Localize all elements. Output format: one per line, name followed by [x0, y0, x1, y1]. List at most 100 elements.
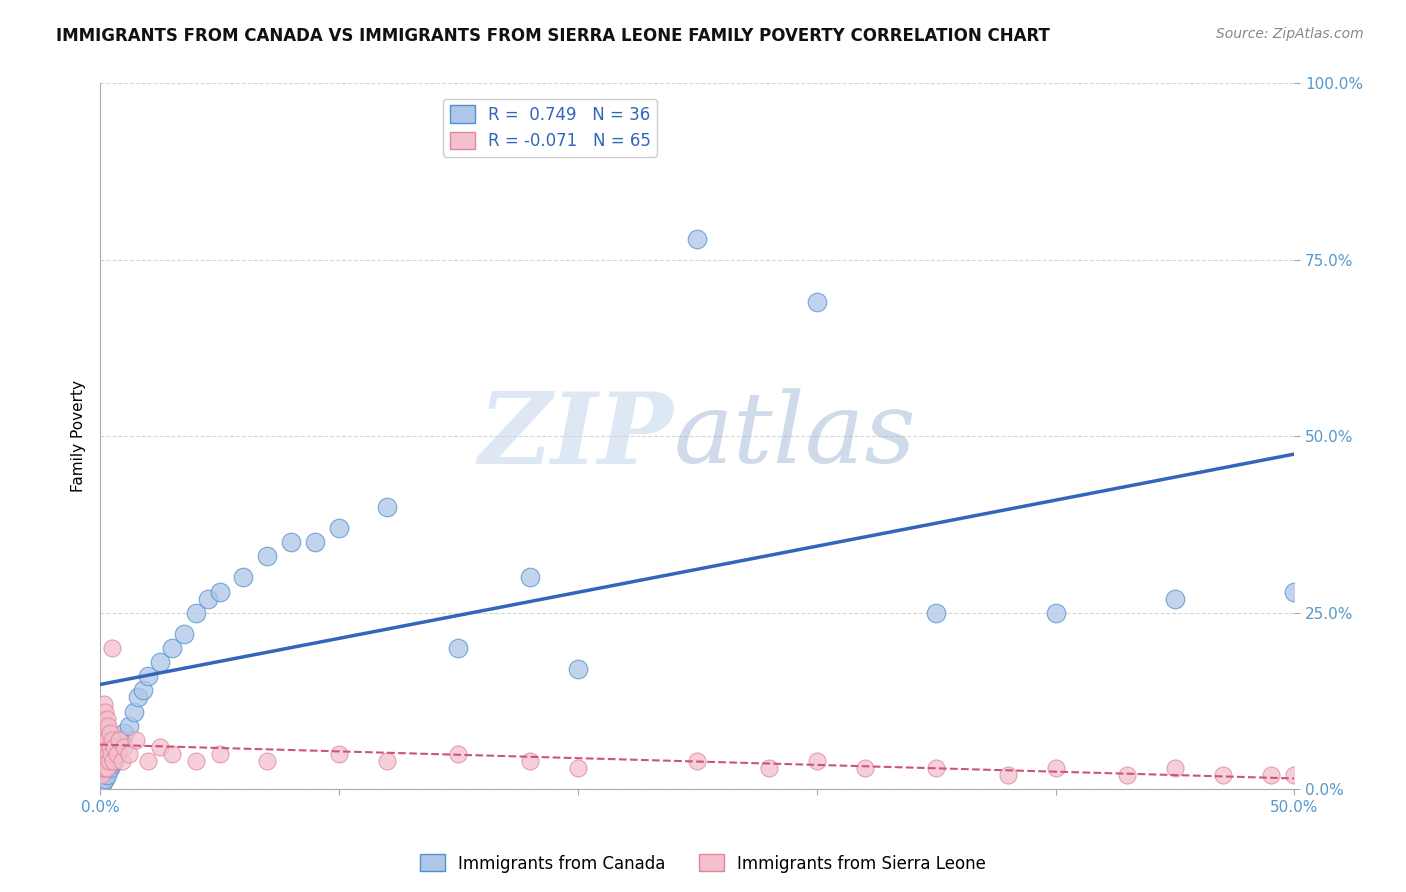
- Point: [98, 739, 121, 754]
- Point: [112, 739, 135, 754]
- Point: [91, 754, 114, 768]
- Point: [1260, 768, 1282, 782]
- Point: [94, 747, 117, 761]
- Point: [280, 535, 302, 549]
- Point: [184, 754, 207, 768]
- Point: [122, 705, 145, 719]
- Text: IMMIGRANTS FROM CANADA VS IMMIGRANTS FROM SIERRA LEONE FAMILY POVERTY CORRELATIO: IMMIGRANTS FROM CANADA VS IMMIGRANTS FRO…: [56, 27, 1050, 45]
- Point: [197, 591, 219, 606]
- Point: [375, 754, 398, 768]
- Point: [256, 549, 278, 564]
- Point: [173, 627, 195, 641]
- Text: atlas: atlas: [673, 389, 917, 484]
- Point: [806, 754, 828, 768]
- Point: [1045, 761, 1067, 775]
- Point: [94, 754, 117, 768]
- Point: [90, 761, 112, 775]
- Point: [96, 732, 118, 747]
- Point: [93, 732, 115, 747]
- Point: [1045, 606, 1067, 620]
- Point: [149, 739, 172, 754]
- Point: [105, 747, 128, 761]
- Point: [108, 732, 131, 747]
- Point: [91, 747, 114, 761]
- Point: [328, 521, 350, 535]
- Point: [256, 754, 278, 768]
- Point: [447, 640, 470, 655]
- Point: [98, 761, 121, 775]
- Point: [96, 739, 118, 754]
- Point: [98, 754, 121, 768]
- Point: [127, 690, 149, 705]
- Point: [93, 739, 115, 754]
- Point: [93, 698, 115, 712]
- Point: [149, 655, 172, 669]
- Point: [160, 747, 183, 761]
- Point: [90, 768, 112, 782]
- Point: [100, 747, 122, 761]
- Point: [94, 725, 117, 739]
- Point: [101, 640, 124, 655]
- Point: [96, 761, 118, 775]
- Point: [112, 725, 135, 739]
- Point: [111, 754, 134, 768]
- Point: [103, 754, 125, 768]
- Point: [686, 232, 709, 246]
- Point: [101, 732, 124, 747]
- Point: [519, 754, 541, 768]
- Point: [132, 683, 155, 698]
- Point: [208, 747, 231, 761]
- Point: [93, 725, 115, 739]
- Point: [567, 761, 589, 775]
- Point: [1164, 761, 1187, 775]
- Point: [125, 732, 148, 747]
- Point: [1116, 768, 1139, 782]
- Point: [160, 640, 183, 655]
- Point: [1284, 584, 1306, 599]
- Point: [98, 725, 121, 739]
- Point: [91, 775, 114, 789]
- Point: [91, 712, 114, 726]
- Point: [118, 747, 141, 761]
- Point: [375, 500, 398, 514]
- Text: Source: ZipAtlas.com: Source: ZipAtlas.com: [1216, 27, 1364, 41]
- Legend: Immigrants from Canada, Immigrants from Sierra Leone: Immigrants from Canada, Immigrants from …: [413, 847, 993, 880]
- Point: [105, 747, 128, 761]
- Point: [758, 761, 780, 775]
- Point: [519, 570, 541, 584]
- Point: [1284, 768, 1306, 782]
- Point: [136, 669, 159, 683]
- Point: [97, 747, 120, 761]
- Point: [93, 718, 115, 732]
- Point: [91, 739, 114, 754]
- Point: [96, 768, 118, 782]
- Point: [184, 606, 207, 620]
- Point: [806, 295, 828, 310]
- Point: [1164, 591, 1187, 606]
- Point: [447, 747, 470, 761]
- Point: [111, 732, 134, 747]
- Point: [108, 739, 131, 754]
- Point: [853, 761, 876, 775]
- Y-axis label: Family Poverty: Family Poverty: [72, 380, 86, 492]
- Point: [94, 772, 117, 786]
- Point: [93, 705, 115, 719]
- Point: [997, 768, 1019, 782]
- Point: [567, 662, 589, 676]
- Point: [328, 747, 350, 761]
- Point: [101, 757, 124, 772]
- Point: [686, 754, 709, 768]
- Legend: R =  0.749   N = 36, R = -0.071   N = 65: R = 0.749 N = 36, R = -0.071 N = 65: [443, 99, 658, 157]
- Point: [97, 718, 120, 732]
- Point: [91, 747, 114, 761]
- Point: [925, 761, 948, 775]
- Point: [103, 754, 125, 768]
- Point: [925, 606, 948, 620]
- Point: [96, 712, 118, 726]
- Point: [232, 570, 254, 584]
- Point: [94, 718, 117, 732]
- Point: [91, 725, 114, 739]
- Point: [93, 754, 115, 768]
- Point: [91, 761, 114, 775]
- Text: ZIP: ZIP: [478, 388, 673, 484]
